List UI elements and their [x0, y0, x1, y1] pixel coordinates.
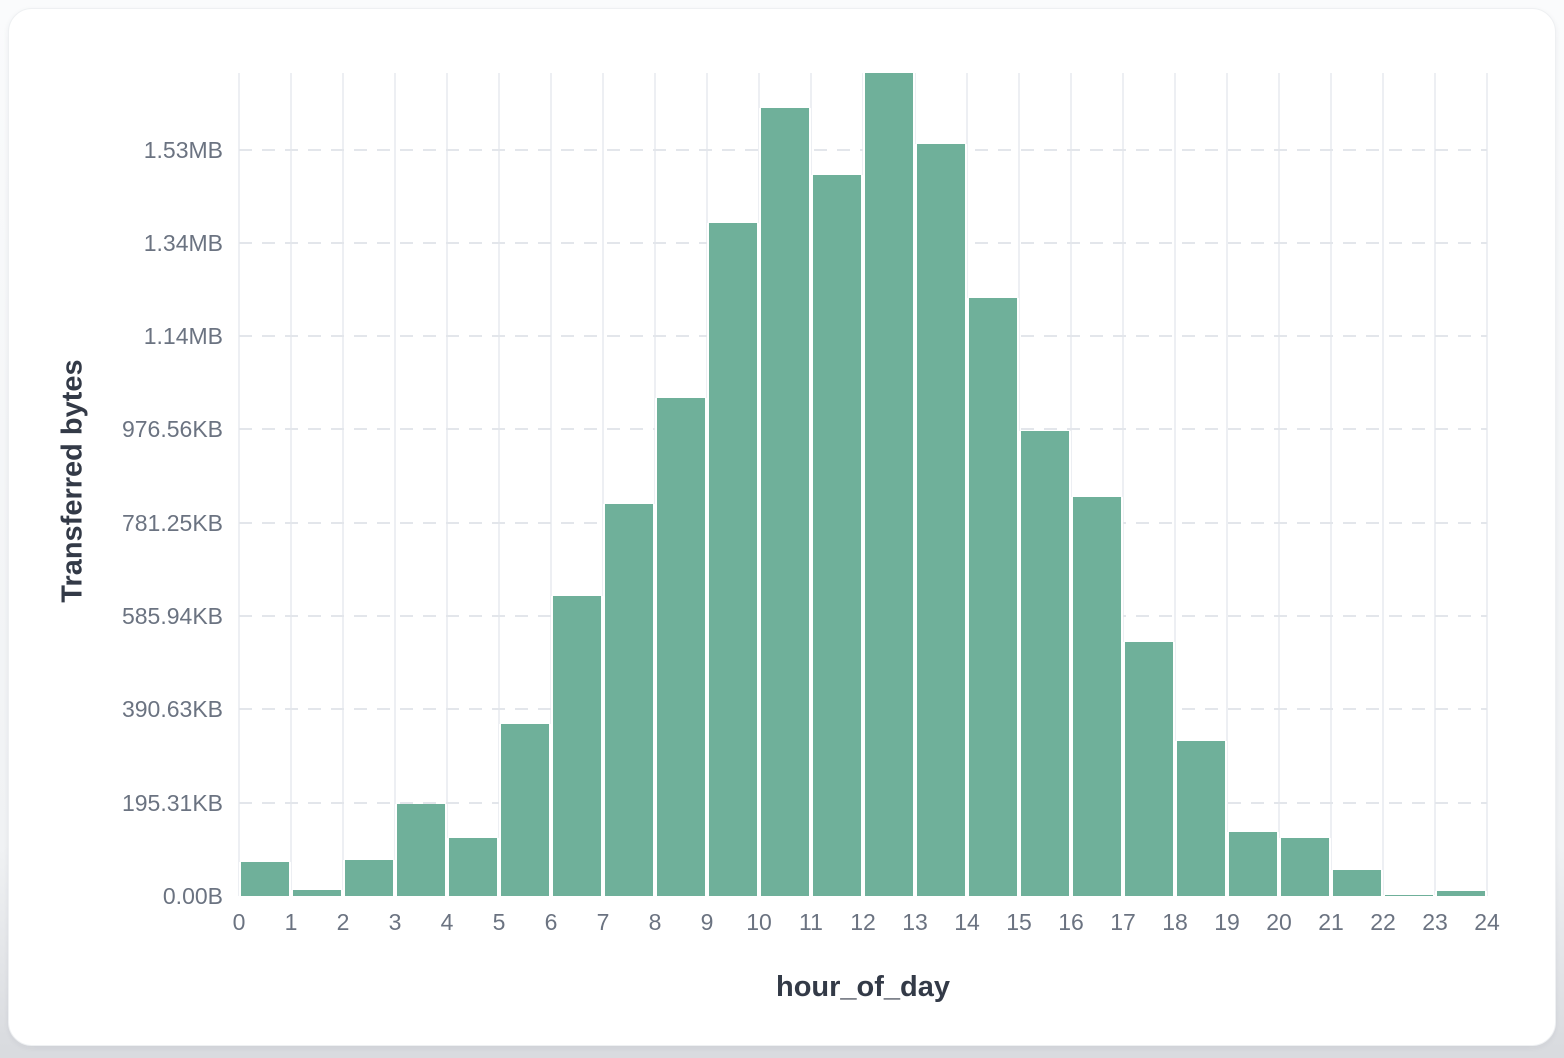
bar-hour-2[interactable] — [343, 860, 395, 896]
x-tick-label: 4 — [440, 909, 454, 935]
y-axis-title: Transferred bytes — [56, 359, 89, 603]
x-tick-label: 24 — [1474, 909, 1500, 935]
bar-hour-18[interactable] — [1175, 741, 1227, 896]
x-tick-label: 22 — [1370, 909, 1396, 935]
x-tick-label: 1 — [284, 909, 298, 935]
bar-hour-15[interactable] — [1019, 430, 1071, 896]
chart-card: 0.00B 195.31KB 390.63KB 585.94KB 781.25KB 976… — [8, 8, 1556, 1046]
bar-hour-8[interactable] — [655, 398, 707, 896]
vertical-gridline — [394, 73, 396, 896]
vertical-gridline — [498, 73, 500, 896]
bar-hour-14[interactable] — [967, 298, 1019, 896]
bar-hour-0[interactable] — [239, 861, 291, 896]
vertical-gridline — [1486, 73, 1488, 896]
bar-hour-20[interactable] — [1279, 838, 1331, 896]
bar-hour-4[interactable] — [447, 838, 499, 896]
x-tick-label: 18 — [1162, 909, 1188, 935]
vertical-gridline — [238, 73, 240, 896]
y-tick-label: 781.25KB — [121, 509, 223, 536]
x-tick-label: 10 — [746, 909, 772, 935]
y-tick-label: 195.31KB — [121, 789, 223, 816]
bar-hour-21[interactable] — [1331, 869, 1383, 896]
x-tick-label: 9 — [700, 909, 714, 935]
bar-hour-12[interactable] — [863, 73, 915, 896]
bar-hour-7[interactable] — [603, 504, 655, 896]
vertical-gridline — [1382, 73, 1384, 896]
x-tick-label: 16 — [1058, 909, 1084, 935]
x-tick-label: 15 — [1006, 909, 1032, 935]
y-tick-label: 1.14MB — [143, 323, 223, 350]
y-tick-label: 390.63KB — [121, 696, 223, 723]
x-tick-label: 17 — [1110, 909, 1136, 935]
x-tick-label: 6 — [544, 909, 558, 935]
bar-hour-6[interactable] — [551, 596, 603, 896]
plot-area — [238, 73, 1488, 896]
vertical-gridline — [446, 73, 448, 896]
vertical-gridline — [1070, 73, 1072, 896]
vertical-gridline — [550, 73, 552, 896]
x-tick-label: 23 — [1422, 909, 1448, 935]
x-tick-label: 3 — [388, 909, 402, 935]
vertical-gridline — [1226, 73, 1228, 896]
vertical-gridline — [1278, 73, 1280, 896]
vertical-gridline — [1434, 73, 1436, 896]
bar-hour-13[interactable] — [915, 143, 967, 896]
y-tick-label: 585.94KB — [121, 603, 223, 630]
y-tick-label: 1.53MB — [143, 136, 223, 163]
vertical-gridline — [602, 73, 604, 896]
vertical-gridline — [342, 73, 344, 896]
x-tick-label: 12 — [850, 909, 876, 935]
vertical-gridline — [1330, 73, 1332, 896]
x-tick-label: 8 — [648, 909, 662, 935]
x-tick-label: 21 — [1318, 909, 1344, 935]
bar-hour-3[interactable] — [395, 804, 447, 896]
x-tick-label: 19 — [1214, 909, 1240, 935]
x-tick-label: 5 — [492, 909, 506, 935]
bar-hour-5[interactable] — [499, 723, 551, 896]
bar-hour-23[interactable] — [1435, 890, 1487, 896]
x-tick-label: 14 — [954, 909, 980, 935]
bar-hour-9[interactable] — [707, 223, 759, 896]
vertical-gridline — [1122, 73, 1124, 896]
x-tick-label: 0 — [232, 909, 246, 935]
bar-hour-11[interactable] — [811, 174, 863, 896]
x-tick-label: 13 — [902, 909, 928, 935]
bar-hour-1[interactable] — [291, 889, 343, 896]
bar-hour-19[interactable] — [1227, 832, 1279, 896]
bar-hour-10[interactable] — [759, 108, 811, 896]
x-tick-label: 20 — [1266, 909, 1292, 935]
y-tick-label: 1.34MB — [143, 229, 223, 256]
y-tick-label: 976.56KB — [121, 416, 223, 443]
vertical-gridline — [290, 73, 292, 896]
y-tick-label: 0.00B — [162, 883, 223, 909]
vertical-gridline — [1174, 73, 1176, 896]
bar-hour-16[interactable] — [1071, 497, 1123, 896]
bar-hour-17[interactable] — [1123, 642, 1175, 896]
x-tick-label: 2 — [336, 909, 350, 935]
bar-hour-22[interactable] — [1383, 894, 1435, 896]
x-axis-title: hour_of_day — [775, 971, 951, 1003]
x-tick-label: 7 — [596, 909, 610, 935]
x-tick-label: 11 — [799, 909, 823, 935]
